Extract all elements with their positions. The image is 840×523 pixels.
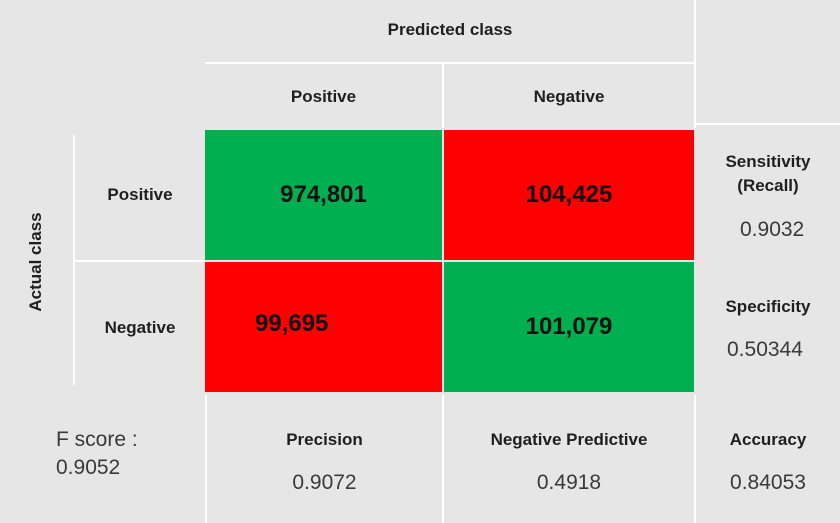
header-col-divider [442,64,444,128]
column-header-negative: Negative [533,87,605,106]
negative-predictive-value: 0.4918 [536,471,602,494]
row-header-negative: Negative [104,318,176,337]
negative-predictive-label: Negative Predictive [490,430,648,449]
precision-value: 0.9072 [292,471,357,494]
sensitivity-label: Sensitivity (Recall) [696,150,840,198]
cell-true-positive: 974,801 [205,130,442,260]
row-header-positive: Positive [107,185,173,204]
accuracy-label: Accuracy [729,430,807,449]
metrics-top-divider [696,123,840,125]
cell-true-negative: 101,079 [444,262,694,392]
accuracy-value: 0.84053 [730,471,806,494]
header-divider [205,62,695,64]
predicted-class-title: Predicted class [387,20,513,39]
cell-false-positive: 99,695 [205,262,442,392]
column-header-positive: Positive [290,87,357,106]
sensitivity-value: 0.9032 [740,218,805,241]
bottom-left-divider [205,395,207,523]
right-column-divider [694,0,696,128]
right-metrics-divider [694,395,696,523]
row-label-divider [73,135,75,385]
f-score-value: 0.9052 [56,456,121,479]
actual-class-title: Actual class [26,212,45,312]
sensitivity-label-line1: Sensitivity [725,152,811,171]
f-score-label: F score : [56,428,138,451]
specificity-label: Specificity [725,297,811,316]
precision-label: Precision [286,430,363,449]
specificity-value: 0.50344 [727,338,803,361]
cell-false-negative: 104,425 [444,130,694,260]
bottom-col-divider [442,395,444,523]
sensitivity-label-line2: (Recall) [737,176,799,195]
row-label-mid-divider [75,260,205,262]
